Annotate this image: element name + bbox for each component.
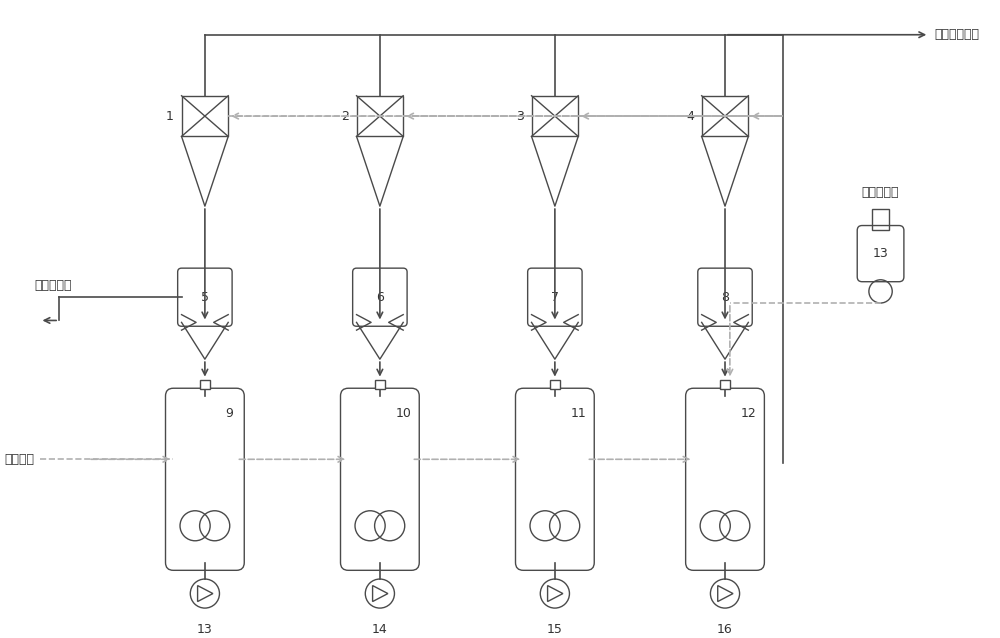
Text: 10: 10 bbox=[396, 407, 412, 420]
Text: 外排倂化剂: 外排倂化剂 bbox=[35, 279, 72, 292]
Bar bbox=[872, 209, 889, 230]
Bar bbox=[200, 380, 210, 389]
Text: 去精密过滤器: 去精密过滤器 bbox=[934, 28, 979, 41]
Text: 4: 4 bbox=[686, 110, 694, 122]
Text: 新鲜物料: 新鲜物料 bbox=[5, 453, 35, 466]
Text: 15: 15 bbox=[547, 623, 563, 635]
Text: 8: 8 bbox=[721, 291, 729, 304]
Text: 13: 13 bbox=[873, 247, 888, 260]
Text: 9: 9 bbox=[225, 407, 233, 420]
Text: 2: 2 bbox=[341, 110, 349, 122]
Bar bbox=[532, 96, 578, 137]
Text: 12: 12 bbox=[741, 407, 757, 420]
Text: 6: 6 bbox=[376, 291, 384, 304]
Bar bbox=[375, 380, 385, 389]
Text: 11: 11 bbox=[571, 407, 587, 420]
Text: 7: 7 bbox=[551, 291, 559, 304]
Text: 新鲜倂化剂: 新鲜倂化剂 bbox=[862, 186, 899, 200]
Bar bbox=[720, 380, 730, 389]
Text: 3: 3 bbox=[516, 110, 524, 122]
Bar bbox=[702, 96, 748, 137]
Text: 14: 14 bbox=[372, 623, 388, 635]
Bar bbox=[182, 96, 228, 137]
Text: 5: 5 bbox=[201, 291, 209, 304]
Bar bbox=[550, 380, 560, 389]
Text: 16: 16 bbox=[717, 623, 733, 635]
Text: 1: 1 bbox=[166, 110, 174, 122]
Bar bbox=[357, 96, 403, 137]
Text: 13: 13 bbox=[197, 623, 213, 635]
